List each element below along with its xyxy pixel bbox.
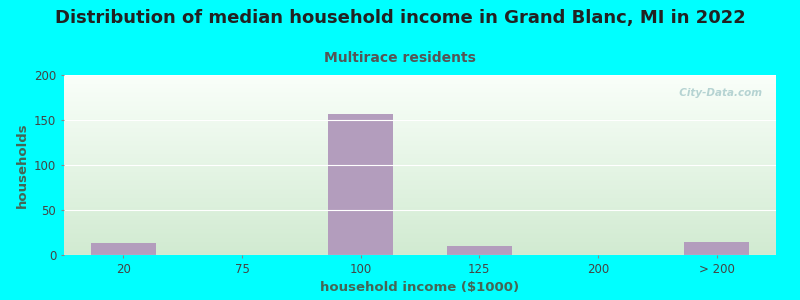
X-axis label: household income ($1000): household income ($1000): [321, 281, 519, 294]
Bar: [90, 243, 156, 255]
Bar: [446, 246, 512, 255]
Text: Multirace residents: Multirace residents: [324, 51, 476, 65]
Bar: [328, 114, 394, 255]
Text: Distribution of median household income in Grand Blanc, MI in 2022: Distribution of median household income …: [54, 9, 746, 27]
Text: City-Data.com: City-Data.com: [672, 88, 762, 98]
Y-axis label: households: households: [15, 122, 29, 208]
Bar: [684, 242, 750, 255]
